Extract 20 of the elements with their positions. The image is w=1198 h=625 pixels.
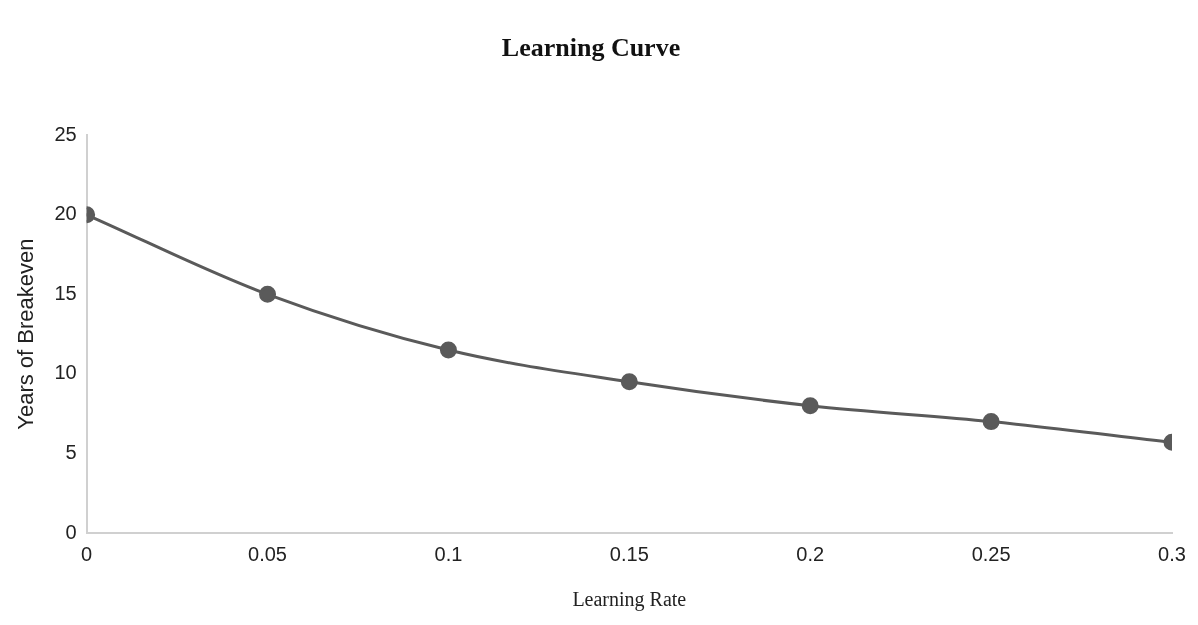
chart-title: Learning Curve [501, 33, 681, 63]
y-tick-label: 25 [54, 122, 77, 145]
x-axis-title: Learning Rate [572, 588, 687, 612]
y-axis-title: Years of Breakeven [13, 238, 39, 430]
x-tick-label: 0.05 [248, 542, 288, 565]
y-tick-label: 15 [54, 281, 77, 304]
point [801, 397, 819, 415]
x-tick-label: 0.2 [796, 542, 825, 565]
x-tick-label: 0.1 [434, 542, 463, 565]
x-tick-label: 0.3 [1158, 542, 1186, 565]
x-tick-label: 0.15 [609, 542, 649, 565]
x-tick-label: 0.25 [971, 542, 1011, 565]
x-tick-label: 0 [81, 542, 93, 565]
y-tick-label: 5 [65, 440, 77, 463]
point [259, 285, 277, 303]
y-tick-label: 20 [54, 202, 77, 225]
y-tick-label: 0 [65, 520, 77, 543]
point [620, 373, 638, 391]
point [439, 341, 457, 359]
y-tick-label: 10 [54, 361, 77, 384]
